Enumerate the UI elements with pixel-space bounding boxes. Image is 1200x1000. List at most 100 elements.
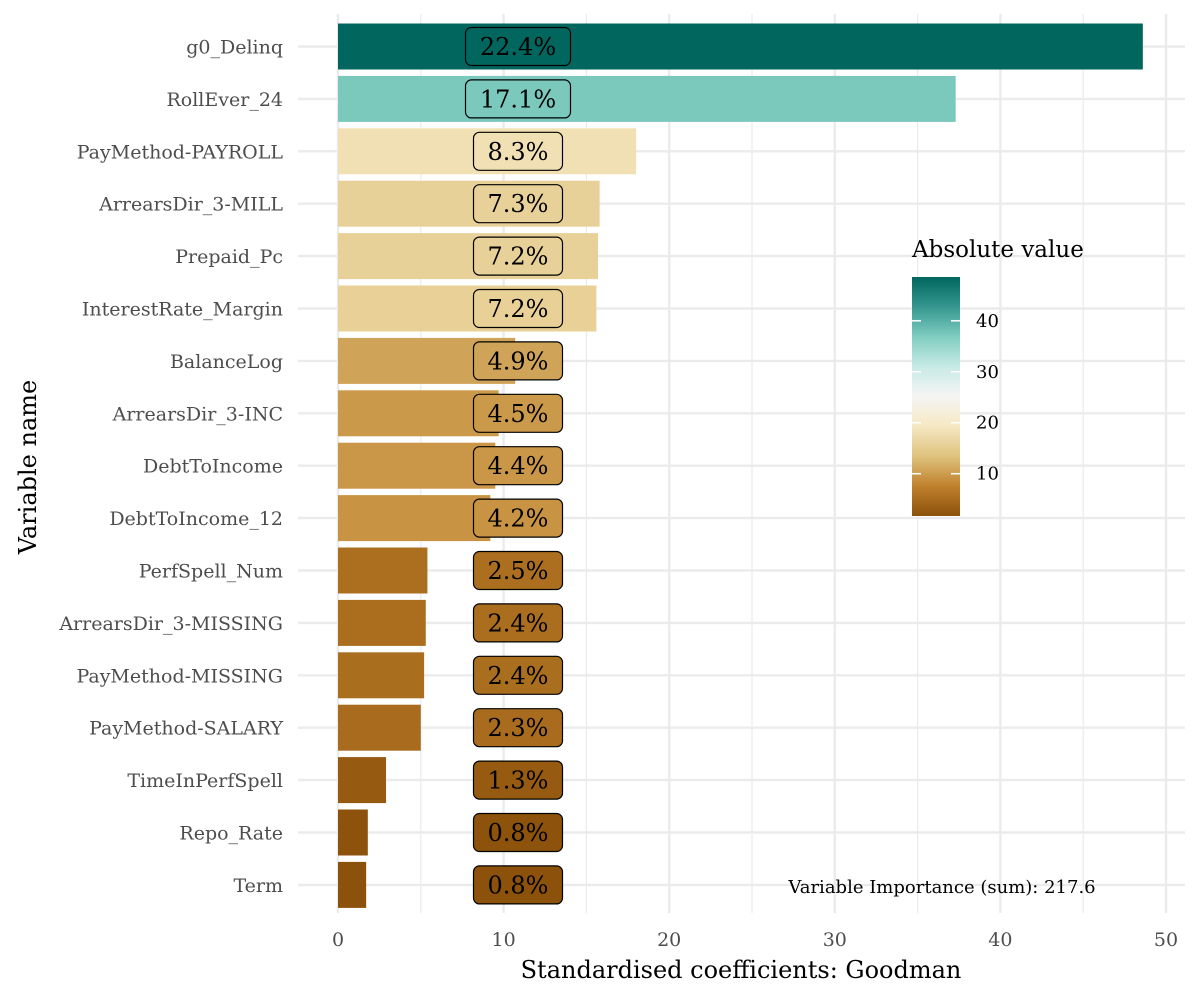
data-label-text: 7.3% (488, 190, 549, 218)
data-label-box (472, 131, 564, 171)
data-label-text: 7.2% (488, 295, 549, 323)
data-label-box (472, 341, 564, 381)
x-axis-title: Standardised coefficients: Goodman (521, 956, 962, 984)
legend-tick-label: 30 (976, 362, 999, 383)
bar-debttoincome (338, 442, 496, 489)
category-label: Term (233, 875, 283, 897)
bar-rollever-24 (338, 75, 956, 122)
data-label-text: 7.2% (488, 243, 549, 271)
category-label: PerfSpell_Num (139, 561, 283, 583)
bar-paymethod-salary (338, 704, 421, 751)
data-label-text: 4.9% (488, 347, 549, 375)
data-label-text: 4.5% (488, 400, 549, 428)
data-label: 17.1% (464, 79, 572, 119)
data-label-text: 0.8% (488, 871, 549, 899)
legend-title: Absolute value (911, 237, 1084, 263)
category-label: PayMethod-PAYROLL (77, 141, 284, 163)
data-label-box (464, 79, 572, 119)
data-label-text: 4.2% (488, 505, 549, 533)
data-label-box (472, 760, 564, 800)
legend-tick-label: 20 (976, 413, 999, 434)
x-tick-label: 30 (823, 929, 847, 951)
color-legend: Absolute value 10 20 30 40 (911, 237, 1084, 516)
category-labels: g0_Delinq RollEver_24 PayMethod-PAYROLL Arr… (58, 37, 283, 897)
data-label: 1.3% (472, 760, 564, 800)
data-label: 4.5% (472, 393, 564, 433)
data-labels: 22.4% 17.1% 8.3% 7.3% 7.2% 7.2% 4.9% 4.5% 4.4% 4.… (464, 26, 572, 905)
x-tick-label: 50 (1154, 929, 1178, 951)
category-label: ArrearsDir_3-MILL (98, 194, 283, 216)
data-label-text: 2.5% (488, 557, 549, 585)
bar-arrearsdir-3-inc (338, 390, 499, 437)
data-label-text: 4.4% (488, 452, 549, 480)
legend-colorbar (912, 277, 960, 516)
data-label: 4.2% (472, 498, 564, 538)
data-label-box (464, 26, 572, 67)
data-label: 2.4% (472, 603, 564, 643)
category-label: BalanceLog (170, 351, 283, 373)
data-label-box (472, 184, 564, 224)
data-label-box (472, 655, 564, 695)
data-label-text: 1.3% (488, 767, 549, 795)
category-label: InterestRate_Margin (82, 299, 283, 321)
x-tick-labels: 0 10 20 30 40 50 (332, 929, 1178, 951)
category-label: ArrearsDir_3-MISSING (58, 613, 283, 635)
data-label-box (472, 446, 564, 486)
data-label-text: 17.1% (480, 85, 556, 113)
data-label: 22.4% (464, 26, 572, 67)
data-label: 7.3% (472, 184, 564, 224)
bar-term (338, 861, 367, 908)
bar-timeinperfspell (338, 757, 387, 804)
category-label: TimeInPerfSpell (127, 770, 283, 792)
data-label: 7.2% (472, 288, 564, 329)
data-label: 2.4% (472, 655, 564, 695)
data-label: 7.2% (472, 236, 564, 276)
data-label-box (472, 603, 564, 643)
data-label: 2.3% (472, 708, 564, 748)
category-label: ArrearsDir_3-INC (112, 403, 283, 425)
data-label: 2.5% (472, 550, 564, 591)
legend-ticks: 10 20 30 40 (912, 311, 999, 485)
bar-perfspell-num (338, 547, 428, 594)
data-label: 0.8% (472, 865, 564, 905)
data-label-box (472, 236, 564, 276)
data-label-text: 0.8% (488, 819, 549, 847)
data-label-box (472, 498, 564, 538)
importance-annotation: Variable Importance (sum): 217.6 (787, 877, 1095, 898)
category-label: DebtToIncome (143, 456, 283, 478)
legend-tick-label: 40 (976, 311, 999, 332)
data-label-text: 22.4% (480, 33, 556, 61)
x-tick-label: 20 (657, 929, 681, 951)
bar-g0-delinq (338, 23, 1143, 70)
bar-arrearsdir-3-missing (338, 599, 426, 646)
data-label-text: 2.3% (488, 714, 549, 742)
bar-repo-rate (338, 809, 368, 856)
category-label: PayMethod-SALARY (89, 718, 283, 740)
data-label-text: 2.4% (488, 662, 549, 690)
x-tick-label: 40 (988, 929, 1012, 951)
category-label: DebtToIncome_12 (109, 508, 283, 530)
bar-paymethod-missing (338, 652, 425, 699)
data-label-box (472, 288, 564, 329)
data-label: 4.4% (472, 446, 564, 486)
data-label-box (472, 812, 564, 853)
data-label-text: 8.3% (488, 138, 549, 166)
data-label: 4.9% (472, 341, 564, 381)
category-label: RollEver_24 (166, 89, 283, 111)
x-tick-label: 0 (332, 929, 344, 951)
legend-tick-label: 10 (976, 464, 999, 485)
category-label: PayMethod-MISSING (76, 665, 283, 687)
bar-debttoincome-12 (338, 495, 491, 542)
x-tick-label: 10 (492, 929, 516, 951)
category-label: Repo_Rate (179, 823, 283, 845)
data-label-box (472, 865, 564, 905)
data-label-box (472, 708, 564, 748)
y-axis-title: Variable name (14, 380, 42, 556)
data-label-box (472, 550, 564, 591)
data-label: 8.3% (472, 131, 564, 171)
data-label-box (472, 393, 564, 433)
data-label-text: 2.4% (488, 609, 549, 637)
category-label: Prepaid_Pc (175, 246, 283, 268)
category-label: g0_Delinq (186, 37, 283, 59)
